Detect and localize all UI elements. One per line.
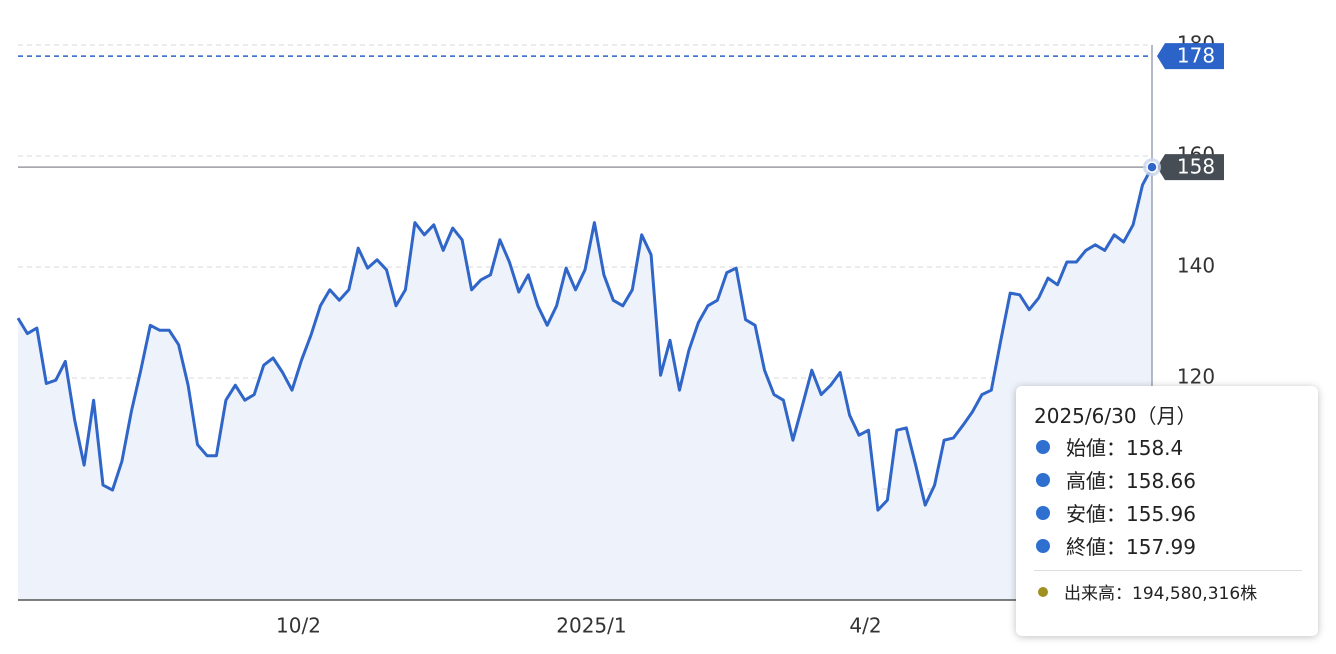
row-text: 安値：155.96 [1066, 502, 1196, 526]
tooltip-row: 始値：158.4 [1034, 430, 1318, 463]
price-badge-label: 158 [1177, 155, 1215, 179]
y-tick-label: 140 [1177, 254, 1215, 278]
dot [1036, 505, 1050, 520]
line [16, 166, 1154, 512]
tooltip: 2025/6/30（月） 始値：158.4 高値：158.66 安値：155.9… [1016, 386, 1318, 636]
row-text: 終値：157.99 [1066, 535, 1196, 559]
y-tick-label: 120 [1177, 365, 1215, 389]
tooltip-row: 安値：155.96 [1034, 496, 1318, 529]
separator [1034, 570, 1302, 571]
tooltip-volume: 出来高：194,580,316株 [1034, 579, 1318, 604]
price-badge [1157, 43, 1224, 70]
tooltip-row: 高値：158.66 [1034, 463, 1318, 496]
dot [1038, 586, 1048, 597]
tooltip-row: 終値：157.99 [1034, 529, 1318, 562]
x-tick-label: 2025/1 [556, 614, 626, 638]
row-text: 始値：158.4 [1066, 436, 1184, 460]
dot [1036, 538, 1050, 553]
row-text: 高値：158.66 [1066, 469, 1196, 493]
x-tick-label: 10/2 [276, 614, 321, 638]
dot [1036, 439, 1050, 454]
volume-text: 出来高：194,580,316株 [1064, 584, 1258, 604]
price-badge-label: 178 [1177, 44, 1215, 68]
cursor-point [1146, 161, 1158, 173]
x-tick-label: 4/2 [849, 614, 881, 638]
dot [1036, 472, 1050, 487]
price-badge [1157, 154, 1224, 181]
area [18, 167, 1152, 600]
tooltip-title: 2025/6/30（月） [1034, 404, 1197, 428]
